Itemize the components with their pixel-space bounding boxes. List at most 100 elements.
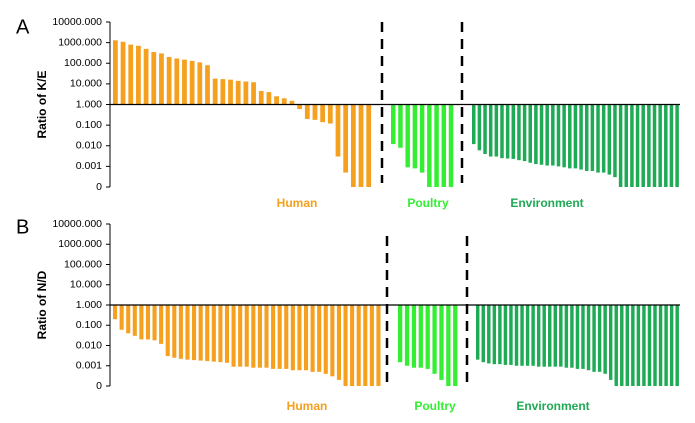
bar (625, 305, 630, 386)
bar (113, 305, 118, 320)
bar (522, 104, 527, 162)
y-axis-label: Ratio of N/D (35, 270, 49, 339)
bar (271, 305, 276, 369)
bar (182, 59, 187, 105)
bar (211, 305, 216, 362)
y-tick-label: 100.000 (64, 258, 102, 270)
bar (476, 305, 480, 360)
bar (266, 92, 272, 105)
bar (664, 305, 668, 386)
bar (669, 104, 674, 187)
bar (284, 305, 289, 369)
bar (224, 305, 230, 363)
bar (198, 305, 203, 361)
bar (189, 60, 195, 105)
bar (647, 305, 652, 386)
bar (675, 104, 679, 187)
bar (505, 104, 510, 159)
bar (243, 81, 249, 105)
bar (487, 305, 491, 364)
bar (614, 305, 618, 386)
bar (251, 82, 256, 105)
bar (330, 305, 335, 377)
bar (205, 305, 210, 362)
bar (525, 305, 530, 366)
bar (419, 104, 425, 173)
bar (570, 305, 574, 368)
bar (398, 305, 403, 363)
bar (274, 96, 279, 105)
bar (119, 305, 124, 330)
bar (653, 305, 657, 386)
bar (448, 104, 454, 187)
bar (601, 104, 606, 173)
bar (630, 104, 634, 187)
bar (427, 104, 432, 187)
bar (477, 104, 482, 151)
bar (412, 104, 418, 169)
bar (624, 104, 629, 187)
y-tick-label: 0.001 (76, 360, 102, 372)
bar (404, 305, 410, 366)
y-tick-label: 10000.000 (52, 218, 102, 230)
bar (669, 305, 674, 386)
bar (559, 305, 563, 367)
group-label: Human (287, 399, 328, 413)
bar (492, 305, 497, 365)
bar (584, 104, 589, 171)
bar (511, 104, 516, 159)
bar (618, 104, 623, 187)
bar (356, 305, 361, 386)
bar (652, 104, 657, 187)
bar (172, 305, 177, 358)
bar (528, 104, 532, 163)
y-tick-label: 0.100 (76, 119, 102, 131)
bar (120, 41, 126, 105)
group-label: Poultry (407, 196, 449, 210)
bar (592, 305, 596, 372)
bar (542, 305, 546, 367)
bar (517, 104, 521, 161)
bar (303, 305, 309, 371)
bar (151, 52, 157, 105)
bar (197, 62, 203, 105)
bar (343, 305, 348, 386)
panel-label: B (16, 216, 29, 238)
bar (631, 305, 635, 386)
bar (128, 44, 134, 105)
bar (220, 79, 226, 105)
bar (514, 305, 519, 366)
bar (113, 40, 118, 105)
y-tick-label: 0 (96, 380, 102, 392)
y-tick-label: 10000.000 (52, 16, 102, 28)
bar (481, 305, 485, 363)
bar (391, 104, 396, 145)
bar (498, 305, 502, 365)
bar (432, 305, 437, 374)
y-tick-label: 0.100 (76, 319, 102, 331)
bar (320, 104, 326, 123)
bar (159, 305, 164, 344)
bar (553, 305, 558, 367)
group-label: Environment (510, 196, 583, 210)
bar (258, 91, 264, 105)
bar (178, 305, 183, 359)
bar (548, 305, 552, 367)
bar (264, 305, 269, 368)
bar (608, 305, 613, 380)
bar (336, 305, 341, 380)
bar (143, 48, 149, 105)
bar (166, 57, 172, 105)
bar (376, 305, 381, 386)
bar (556, 104, 561, 167)
bar (192, 305, 197, 361)
bar (488, 104, 493, 157)
bar (607, 104, 612, 175)
bar (358, 104, 364, 187)
bar (244, 305, 249, 367)
bar (350, 305, 355, 386)
y-tick-label: 0 (96, 181, 102, 193)
bar (434, 104, 439, 187)
y-tick-label: 0.001 (76, 160, 102, 172)
bar (323, 305, 328, 374)
